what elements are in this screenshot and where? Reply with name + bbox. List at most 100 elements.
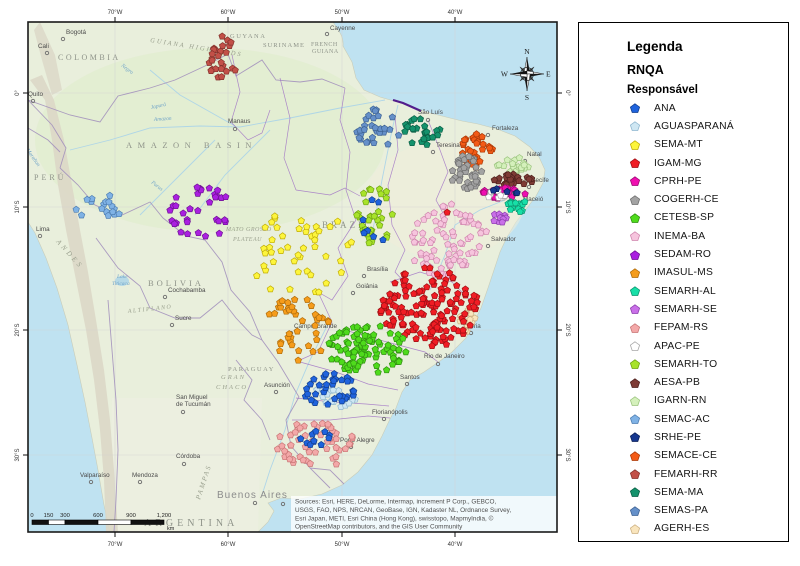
station-dot (413, 219, 422, 227)
scale-bar-tick-label: 600 (93, 513, 103, 519)
city-label: Brasília (367, 266, 388, 273)
city-label: Florianópolis (372, 409, 408, 416)
station-dot (432, 217, 440, 225)
station-dot (405, 282, 413, 290)
city-marker (60, 36, 66, 42)
station-dot (299, 244, 308, 252)
station-dot (322, 279, 330, 287)
station-dot (358, 350, 366, 358)
station-cluster-semac-ac (72, 191, 123, 219)
station-dot (520, 180, 528, 188)
lat-tick-label: 30°S (564, 448, 570, 461)
station-dot (179, 209, 187, 217)
station-dot (194, 206, 202, 214)
river-label: Lake (116, 274, 128, 280)
station-dot (504, 170, 512, 178)
legend-item: SEMACE-CE (627, 447, 788, 465)
legend-item-label: SEMACE-CE (654, 450, 718, 462)
legend-item-label: AGUASPARANÁ (654, 120, 734, 132)
station-cluster-ana (301, 369, 358, 408)
legend-item: SRHE-PE (627, 428, 788, 446)
city-label: Natal (527, 151, 542, 158)
lat-tick-label: 10°S (15, 200, 21, 213)
country-label: PERÚ (34, 172, 66, 182)
country-border (28, 53, 346, 123)
station-dot (440, 279, 449, 287)
station-dot (361, 331, 369, 339)
andes-range (30, 75, 118, 532)
station-dot (214, 51, 223, 59)
legend-item-label: IMASUL-MS (654, 267, 714, 279)
station-dot (297, 216, 305, 224)
station-dot (267, 248, 276, 256)
station-dot (268, 218, 276, 226)
station-dot (399, 334, 407, 342)
legend-item: IGAM-MG (627, 154, 788, 172)
station-dot (446, 261, 455, 269)
legend-title: Legenda (627, 39, 683, 54)
station-dot (310, 375, 318, 383)
station-dot (482, 227, 491, 235)
lon-tick-label: 70°W (108, 542, 123, 548)
station-dot (270, 309, 279, 317)
station-dot (326, 222, 334, 230)
station-cluster-igam-mg (443, 208, 451, 216)
station-dot (359, 216, 367, 223)
legend-item: SEMARH-SE (627, 300, 788, 318)
station-dot (344, 349, 352, 357)
station-dot (306, 380, 315, 388)
station-dot (276, 340, 285, 348)
station-dot (374, 207, 383, 215)
country-label: SURINAME (263, 42, 305, 49)
station-dot (183, 230, 192, 238)
city-label: Quito (28, 91, 44, 98)
station-cluster-imasul-ms (265, 295, 333, 364)
station-dot (166, 206, 174, 214)
station-dot (410, 115, 418, 123)
station-dot (253, 271, 261, 279)
station-dot (342, 328, 351, 336)
country-border (309, 467, 345, 485)
legend-item: SEMARH-AL (627, 282, 788, 300)
station-dot (280, 447, 289, 455)
attribution-line: Esri Japan, METI, Esri China (Hong Kong)… (295, 514, 494, 522)
station-dot (172, 193, 180, 201)
station-dot (470, 291, 478, 299)
compass-point (510, 70, 527, 74)
station-dot (382, 187, 391, 195)
station-dot (307, 301, 316, 309)
country-border (149, 299, 263, 341)
station-dot (433, 270, 441, 278)
station-dot (337, 376, 346, 384)
legend-item-label: SRHE-PE (654, 431, 702, 443)
station-dot (417, 309, 425, 317)
station-dot (468, 248, 476, 256)
city-label: de Tucumán (176, 401, 211, 408)
station-dot (496, 191, 505, 199)
city-label: Lima (36, 226, 50, 233)
compass-n-label: N (524, 47, 530, 56)
station-cluster-semarh-al (504, 197, 529, 215)
city-label: Maceió (523, 196, 544, 203)
station-dot (442, 327, 450, 334)
station-dot (421, 122, 429, 130)
station-dot (368, 133, 377, 141)
station-dot (440, 215, 449, 223)
city-label: Rio de Janeiro (424, 353, 465, 360)
station-dot (453, 281, 461, 289)
station-dot (458, 260, 467, 268)
station-cluster-semarh-to (353, 185, 396, 247)
station-dot (332, 460, 341, 468)
station-dot (333, 355, 341, 363)
city-label: Santos (400, 374, 420, 381)
station-dot (408, 139, 416, 147)
station-dot (521, 197, 529, 205)
station-dot (299, 456, 307, 464)
station-cluster-sema-mt (253, 212, 356, 296)
scale-bar-tick-label: 150 (44, 513, 54, 519)
station-dot (410, 238, 419, 246)
station-dot (288, 303, 296, 311)
legend-swatch-icon (629, 359, 641, 370)
country-label: ARGENTINA (144, 518, 238, 529)
